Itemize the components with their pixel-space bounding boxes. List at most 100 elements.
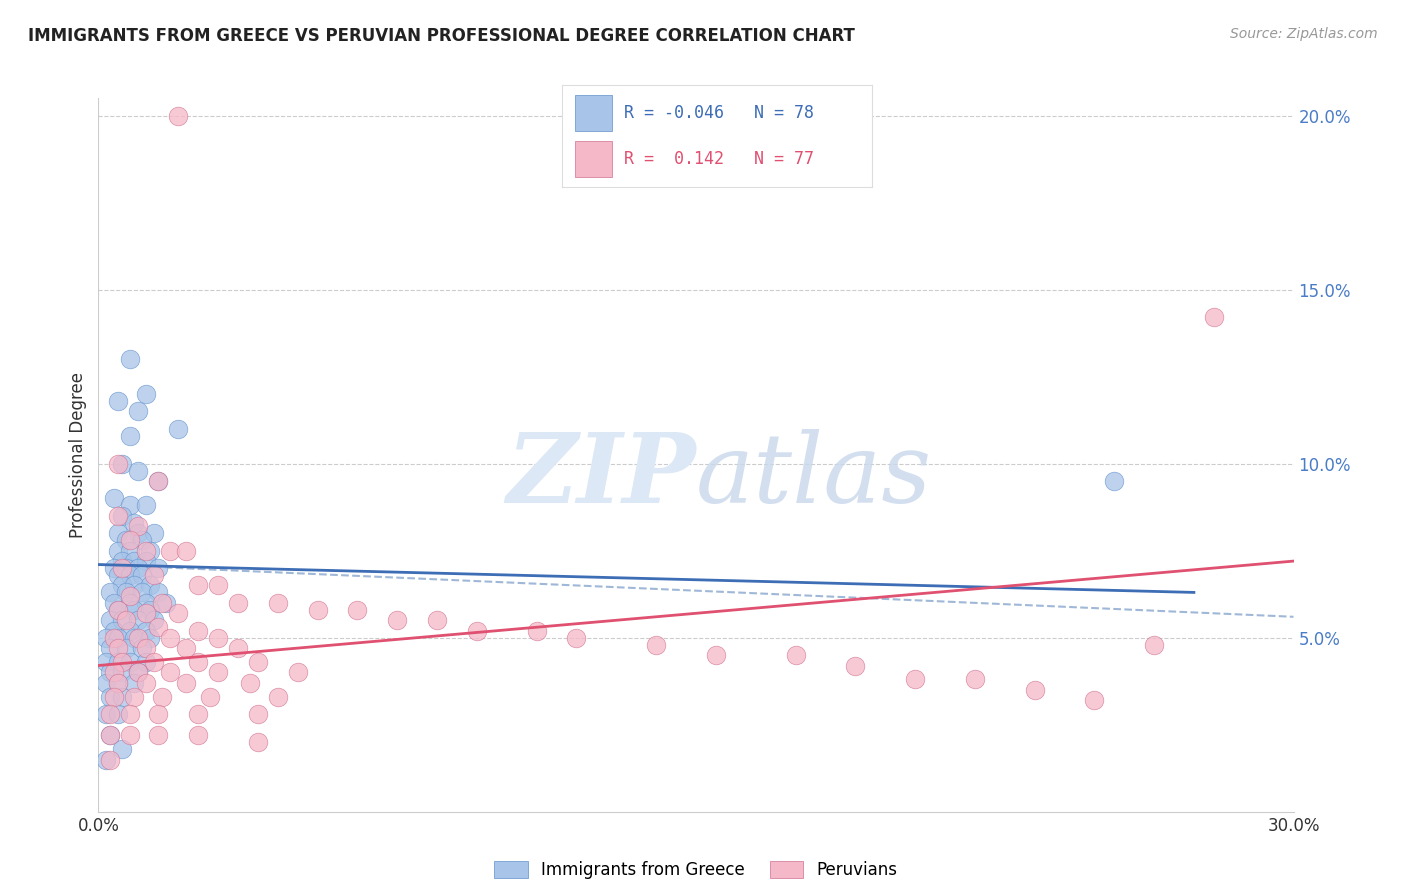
- Point: [267, 596, 290, 610]
- Point: [187, 728, 209, 742]
- Point: [115, 533, 138, 548]
- Point: [111, 508, 134, 523]
- Point: [115, 641, 138, 656]
- Point: [127, 665, 149, 680]
- Point: [107, 603, 129, 617]
- Point: [100, 585, 122, 599]
- Point: [135, 624, 157, 638]
- Point: [111, 554, 134, 568]
- Point: [107, 676, 129, 690]
- Text: ZIP: ZIP: [506, 429, 696, 524]
- Point: [103, 596, 125, 610]
- Point: [159, 665, 181, 680]
- Point: [111, 457, 134, 471]
- Point: [100, 728, 122, 742]
- Point: [124, 631, 146, 645]
- Bar: [575, 95, 612, 131]
- Point: [385, 613, 409, 627]
- Point: [148, 728, 170, 742]
- Point: [226, 641, 249, 656]
- Point: [120, 533, 142, 548]
- Text: R = -0.046   N = 78: R = -0.046 N = 78: [624, 104, 814, 122]
- Point: [174, 676, 197, 690]
- Point: [167, 607, 190, 621]
- Point: [103, 631, 125, 645]
- Point: [107, 457, 129, 471]
- Point: [187, 655, 209, 669]
- Point: [139, 578, 162, 592]
- Point: [127, 404, 149, 418]
- Point: [167, 422, 190, 436]
- Point: [645, 638, 668, 652]
- Point: [307, 603, 329, 617]
- Point: [167, 109, 190, 123]
- Point: [239, 676, 262, 690]
- Point: [131, 568, 153, 582]
- Point: [207, 578, 229, 592]
- Point: [100, 690, 122, 704]
- Point: [115, 561, 138, 575]
- Point: [120, 568, 142, 582]
- Point: [124, 516, 146, 530]
- Point: [120, 589, 142, 603]
- Point: [100, 613, 122, 627]
- Point: [155, 596, 177, 610]
- Point: [704, 648, 727, 662]
- Point: [148, 707, 170, 722]
- Point: [107, 508, 129, 523]
- Point: [127, 665, 149, 680]
- Point: [246, 707, 269, 722]
- Point: [111, 578, 134, 592]
- Point: [148, 474, 170, 488]
- Point: [148, 474, 170, 488]
- Point: [150, 596, 173, 610]
- Point: [100, 707, 122, 722]
- Point: [124, 603, 146, 617]
- Text: atlas: atlas: [696, 429, 932, 524]
- Point: [143, 526, 166, 541]
- Point: [963, 673, 986, 687]
- Point: [143, 613, 166, 627]
- Point: [346, 603, 368, 617]
- Point: [148, 561, 170, 575]
- Point: [135, 499, 157, 513]
- Point: [131, 641, 153, 656]
- Bar: [575, 141, 612, 177]
- Legend: Immigrants from Greece, Peruvians: Immigrants from Greece, Peruvians: [488, 854, 904, 886]
- Point: [465, 624, 488, 638]
- Point: [267, 690, 290, 704]
- Point: [135, 596, 157, 610]
- Point: [120, 429, 142, 443]
- Point: [107, 676, 129, 690]
- Point: [107, 543, 129, 558]
- Point: [246, 655, 269, 669]
- Point: [120, 352, 142, 367]
- Point: [139, 631, 162, 645]
- Text: IMMIGRANTS FROM GREECE VS PERUVIAN PROFESSIONAL DEGREE CORRELATION CHART: IMMIGRANTS FROM GREECE VS PERUVIAN PROFE…: [28, 27, 855, 45]
- Point: [111, 690, 134, 704]
- Point: [127, 561, 149, 575]
- Point: [565, 631, 588, 645]
- Point: [111, 665, 134, 680]
- Point: [124, 690, 146, 704]
- Point: [135, 543, 157, 558]
- Point: [198, 690, 221, 704]
- Point: [135, 655, 157, 669]
- Point: [526, 624, 548, 638]
- Point: [103, 624, 125, 638]
- Point: [111, 613, 134, 627]
- Point: [120, 728, 142, 742]
- Point: [143, 568, 166, 582]
- Point: [120, 655, 142, 669]
- Point: [159, 631, 181, 645]
- Point: [111, 561, 134, 575]
- Point: [96, 707, 118, 722]
- Point: [100, 752, 122, 766]
- Point: [207, 665, 229, 680]
- Point: [127, 526, 149, 541]
- Point: [120, 624, 142, 638]
- Point: [135, 554, 157, 568]
- Point: [174, 543, 197, 558]
- Point: [124, 578, 146, 592]
- Point: [187, 707, 209, 722]
